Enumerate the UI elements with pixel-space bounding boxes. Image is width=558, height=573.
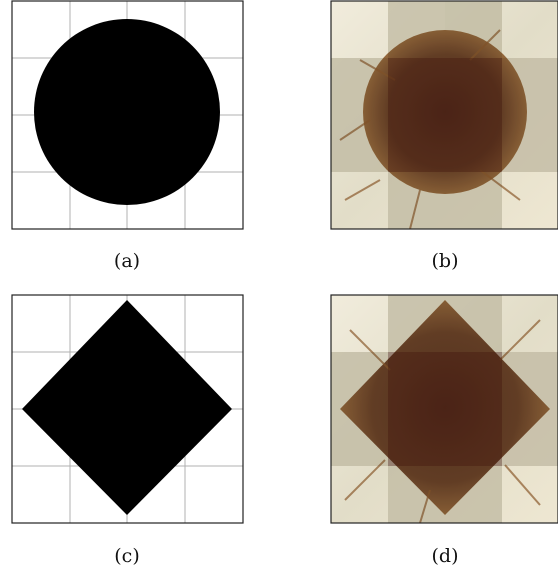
panel-c <box>12 295 243 523</box>
dark-tiles <box>388 58 502 172</box>
panel-d <box>331 295 558 523</box>
panel-b <box>331 1 558 229</box>
caption: (a) <box>114 250 140 272</box>
panel-a <box>12 1 243 229</box>
circle-shape <box>34 19 220 205</box>
caption: (c) <box>114 545 139 567</box>
caption: (d) <box>432 545 459 567</box>
figure: (a) (b) (c) <box>0 0 558 573</box>
dark-tiles <box>388 352 502 466</box>
caption: (b) <box>432 250 459 272</box>
